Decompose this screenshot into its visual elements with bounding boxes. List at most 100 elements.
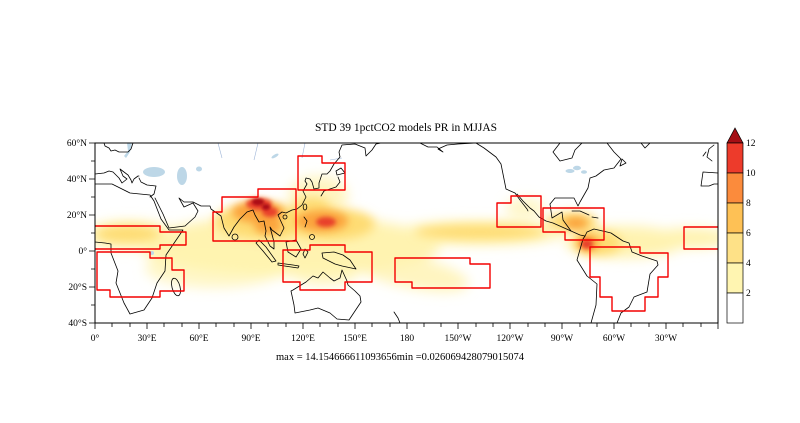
plot-title: STD 39 1pctCO2 models PR in MJJAS <box>315 122 497 134</box>
coastline-new-zealand <box>393 311 401 323</box>
region-caribbean <box>542 207 605 241</box>
coastline-newfoundland <box>619 158 627 167</box>
coastline-cuba <box>571 210 590 216</box>
cbar-label-6: 6 <box>746 229 751 239</box>
shade-caribbean-orange <box>564 217 588 229</box>
region-west-africa <box>95 225 187 250</box>
coastline-asia-main <box>154 143 382 250</box>
y-axis-minor-ticks <box>91 160 95 306</box>
lon-label-120e: 120°E <box>291 333 315 344</box>
baltic-sea <box>124 143 132 158</box>
cbar-label-2: 2 <box>746 289 751 299</box>
shade-west-africa-med <box>96 226 160 242</box>
lat-label-60n: 60°N <box>67 138 87 149</box>
shading-level-10-plus <box>252 198 270 210</box>
colorbar-box-6-8 <box>726 202 744 234</box>
region-south-asia <box>212 188 297 242</box>
lon-label-150e: 150°E <box>343 333 367 344</box>
shade-westpac-red <box>316 217 336 227</box>
river-ob <box>217 143 223 159</box>
lat-label-20n: 20°N <box>67 210 87 221</box>
coastline-scandinavia <box>103 143 134 153</box>
lon-label-0: 0° <box>91 333 100 344</box>
black-sea <box>143 167 165 177</box>
river-amur <box>329 157 343 161</box>
lon-label-90w: 90°W <box>551 333 573 344</box>
shade-itcz-core <box>415 225 545 239</box>
colorbar-box-10-12 <box>726 142 744 174</box>
coastline-greenland-tip <box>640 143 651 149</box>
shade-spcz <box>351 251 469 293</box>
region-southern-africa <box>96 251 185 298</box>
y-axis-labels: 60°N 40°N 20°N 0° 20°S 40°S <box>67 138 87 329</box>
colorbar: 12 10 8 6 4 2 <box>726 127 756 324</box>
lake-victoria <box>150 251 154 255</box>
region-outlines-layer <box>95 155 718 312</box>
lon-label-90e: 90°E <box>241 333 260 344</box>
coastline-africa <box>95 183 184 315</box>
lat-label-0: 0° <box>78 246 87 257</box>
lon-label-150w: 150°W <box>444 333 471 344</box>
min-max-stats-line: max = 14.154666611093656min =0.026069428… <box>276 352 525 363</box>
cbar-label-4: 4 <box>746 259 751 269</box>
coastline-mexico-centralamerica <box>516 193 586 237</box>
coastline-sumatra <box>255 239 277 263</box>
coastlines-layer <box>95 143 718 323</box>
lat-label-40n: 40°N <box>67 174 87 185</box>
shade-mexico <box>505 198 545 218</box>
coastline-java <box>277 262 300 269</box>
region-maritime-continent <box>282 244 373 291</box>
lat-label-20s: 20°S <box>68 282 87 293</box>
shade-south-indian-ocean <box>145 248 285 288</box>
lon-label-120w: 120°W <box>496 333 523 344</box>
aral-sea <box>196 166 202 172</box>
region-south-america <box>589 246 669 312</box>
coastline-madagascar <box>171 277 181 297</box>
cbar-label-12: 12 <box>746 139 756 149</box>
lon-label-180: 180 <box>400 334 415 344</box>
coastline-alaska <box>419 143 477 153</box>
lon-label-30w: 30°W <box>655 333 677 344</box>
great-lakes-east <box>581 170 587 174</box>
coastline-anatolia-levant <box>138 177 157 198</box>
coastline-iberia-wrap <box>700 171 718 187</box>
colorbar-box-2-4 <box>726 262 744 294</box>
lakes-layer <box>124 143 587 255</box>
region-west-africa-wrap <box>683 226 718 250</box>
x-axis-major-ticks <box>94 323 719 329</box>
lon-label-60e: 60°E <box>189 333 208 344</box>
coastline-namerica-west <box>475 143 529 212</box>
coastline-sri-lanka <box>231 233 239 241</box>
coastline-namerica-east <box>549 143 622 207</box>
cbar-label-10: 10 <box>746 169 756 179</box>
coastline-hudson-bay <box>552 143 583 162</box>
lon-label-30e: 30°E <box>137 333 156 344</box>
coastline-new-guinea <box>321 251 357 270</box>
coastline-luzon <box>303 216 308 228</box>
colorbar-box-4-6 <box>726 232 744 264</box>
shade-ne-india-darkred <box>262 204 270 210</box>
great-lakes-west <box>565 169 575 173</box>
caspian-sea <box>177 167 187 185</box>
x-axis-minor-ticks <box>111 323 702 327</box>
region-north-american-monsoon <box>496 195 542 228</box>
colorbar-box-8-10 <box>726 172 744 204</box>
coastline-hispaniola <box>591 216 599 219</box>
x-axis-labels: 0° 30°E 60°E 90°E 120°E 150°E 180 150°W … <box>91 333 677 344</box>
coastline-australia <box>290 269 362 321</box>
coastline-gulf-yucatan <box>549 203 572 232</box>
coastline-mindanao <box>309 234 315 240</box>
river-yenisei <box>253 143 259 161</box>
coastline-japan <box>320 167 346 197</box>
lon-label-60w: 60°W <box>603 333 625 344</box>
lake-baikal <box>271 153 279 159</box>
shade-himalaya-darkred <box>252 198 264 206</box>
coastline-south-america <box>576 228 659 323</box>
coastline-britain-wrap <box>706 144 715 162</box>
coastline-hainan <box>282 214 288 220</box>
coastline-south-europe <box>95 168 140 184</box>
shade-india-bob-orange <box>232 201 284 223</box>
great-lakes-mid <box>573 165 581 171</box>
